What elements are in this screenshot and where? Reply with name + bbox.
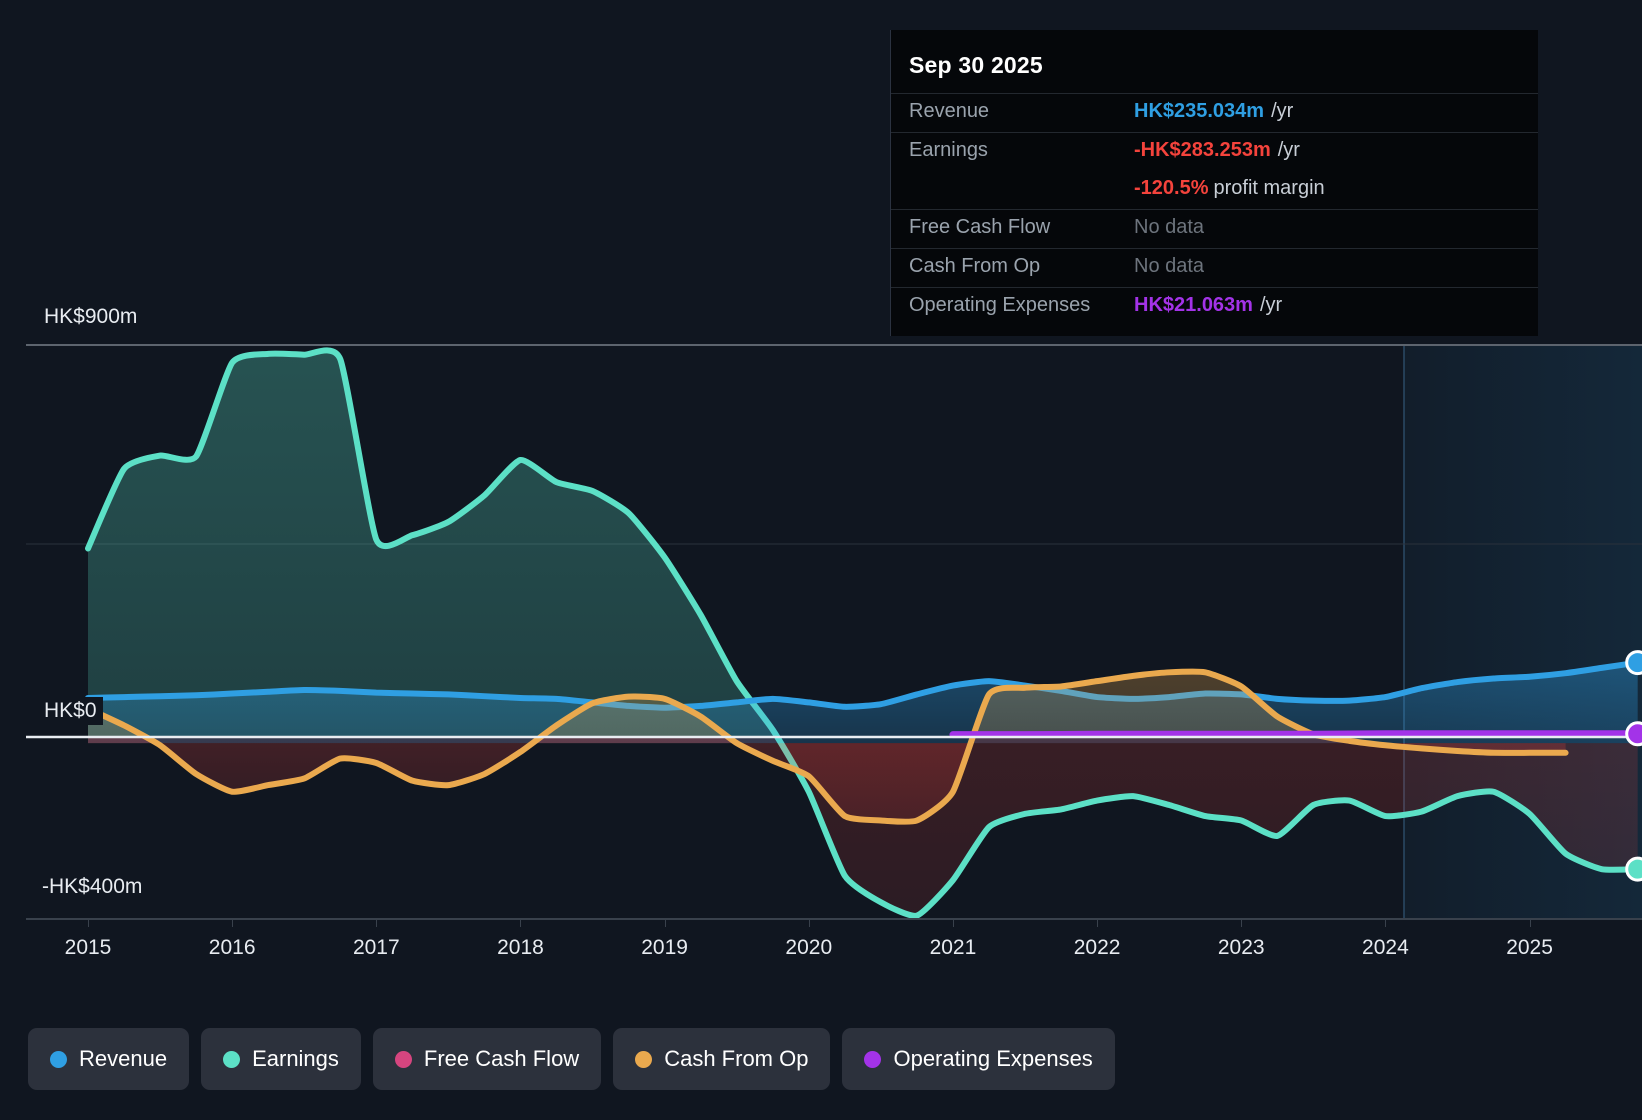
tooltip-row-value: No data: [1134, 216, 1205, 238]
legend-item-label: Cash From Op: [664, 1046, 809, 1071]
tooltip-row: Cash From Op No data: [891, 248, 1538, 287]
tooltip-row-value: HK$235.034m: [1134, 100, 1265, 122]
x-axis-tick-mark: [952, 918, 954, 927]
chart-svg: [26, 344, 1642, 920]
tooltip-row-label: Operating Expenses: [909, 294, 1091, 316]
x-axis-tick-label-2021: 2021: [929, 936, 977, 959]
x-axis: 2015 2016 2017 2018 2019 2020 2021 2022 2023 2024…: [0, 918, 1642, 968]
x-axis-tick-label-2017: 2017: [352, 936, 400, 959]
tooltip-row-suffix: /yr: [1271, 100, 1294, 122]
tooltip-row: Revenue HK$235.034m/yr: [891, 93, 1538, 132]
legend-item-label: Operating Expenses: [893, 1046, 1093, 1071]
revenue-line: [85, 659, 1641, 711]
x-axis-tick-mark: [1241, 918, 1243, 927]
legend-color-dot-icon: [223, 1050, 241, 1068]
tooltip-date: Sep 30 2025: [909, 52, 1043, 78]
legend-item-label: Free Cash Flow: [423, 1046, 580, 1071]
tooltip-row-value: No data: [1134, 255, 1205, 277]
operating-expenses-endpoint-marker: [1625, 721, 1642, 747]
tooltip-row-value: -120.5%: [1134, 177, 1209, 199]
operating-expenses-line: [949, 730, 1642, 739]
legend-item-label: Earnings: [252, 1046, 339, 1071]
x-axis-tick-label-2024: 2024: [1362, 936, 1409, 959]
financials-chart[interactable]: [0, 300, 1642, 960]
series-endpoint-markers: [1625, 650, 1642, 882]
legend-color-dot-icon: [50, 1050, 67, 1068]
earnings-endpoint-marker: [1625, 856, 1642, 882]
x-axis-tick-label-2020: 2020: [785, 936, 833, 959]
legend-item-cash-from-op[interactable]: Cash From Op: [613, 1028, 831, 1090]
x-axis-tick-label-2025: 2025: [1506, 936, 1553, 959]
tooltip-row-value: -HK$283.253m: [1134, 139, 1271, 161]
tooltip-rows: Revenue HK$235.034m/yr Earnings -HK$283.253…: [891, 93, 1538, 326]
legend-item-operating-expenses[interactable]: Operating Expenses: [842, 1028, 1115, 1090]
tooltip-row-suffix: profit margin: [1213, 177, 1325, 199]
revenue-endpoint-marker: [1625, 650, 1642, 676]
legend-item-earnings[interactable]: Earnings: [201, 1028, 361, 1090]
legend-color-dot-icon: [635, 1050, 653, 1068]
x-axis-tick-label-2015: 2015: [64, 936, 112, 959]
tooltip-row: -120.5% profit margin: [891, 171, 1538, 209]
summary-tooltip-card: Sep 30 2025 Revenue HK$235.034m/yr Earning…: [890, 30, 1538, 336]
x-axis-tick-label-2016: 2016: [208, 936, 256, 959]
x-axis-tick-mark: [232, 918, 234, 927]
x-axis-tick-label-2019: 2019: [641, 936, 688, 959]
y-axis-zero-label: HK$0: [44, 697, 103, 725]
earnings-area-negative: [88, 737, 1638, 916]
series-layer: [85, 347, 1642, 919]
legend-color-dot-icon: [394, 1050, 412, 1068]
x-axis-tick-mark: [1097, 918, 1099, 927]
legend-color-dot-icon: [864, 1050, 882, 1068]
tooltip-row-label: Free Cash Flow: [909, 216, 1051, 238]
x-axis-line: [26, 918, 1642, 920]
x-axis-tick-mark: [1385, 918, 1387, 927]
x-axis-tick-mark: [664, 918, 666, 927]
tooltip-row: Free Cash Flow No data: [891, 209, 1538, 248]
legend-item-revenue[interactable]: Revenue: [28, 1028, 190, 1090]
legend-item-free-cash-flow[interactable]: Free Cash Flow: [372, 1028, 602, 1090]
tooltip-row-label: Revenue: [909, 100, 990, 122]
x-axis-tick-mark: [376, 918, 378, 927]
y-axis-top-label: HK$900m: [44, 305, 138, 328]
x-axis-tick-label-2022: 2022: [1073, 936, 1121, 959]
chart-legend[interactable]: Revenue Earnings Free Cash Flow Cash From O…: [28, 1028, 1115, 1090]
tooltip-row: Operating Expenses HK$21.063m/yr: [891, 287, 1538, 326]
x-axis-tick-mark: [520, 918, 522, 927]
legend-item-label: Revenue: [79, 1046, 168, 1071]
tooltip-row-value: HK$21.063m: [1134, 294, 1253, 316]
tooltip-row-suffix: /yr: [1277, 139, 1300, 161]
tooltip-row-label: Cash From Op: [909, 255, 1041, 277]
earnings-line: [85, 347, 1641, 919]
y-axis-bottom-label: -HK$400m: [42, 875, 143, 898]
x-axis-tick-label-2018: 2018: [497, 936, 544, 959]
earnings-area-positive: [88, 350, 778, 737]
x-axis-tick-mark: [1529, 918, 1531, 927]
x-axis-tick-label-2023: 2023: [1217, 936, 1265, 959]
x-axis-tick-mark: [808, 918, 810, 927]
tooltip-row-suffix: /yr: [1259, 294, 1283, 316]
tooltip-row: Earnings -HK$283.253m/yr: [891, 132, 1538, 171]
x-axis-tick-mark: [88, 918, 89, 927]
cashfromop-area-negative: [88, 737, 1566, 822]
tooltip-row-label: Earnings: [909, 139, 988, 161]
